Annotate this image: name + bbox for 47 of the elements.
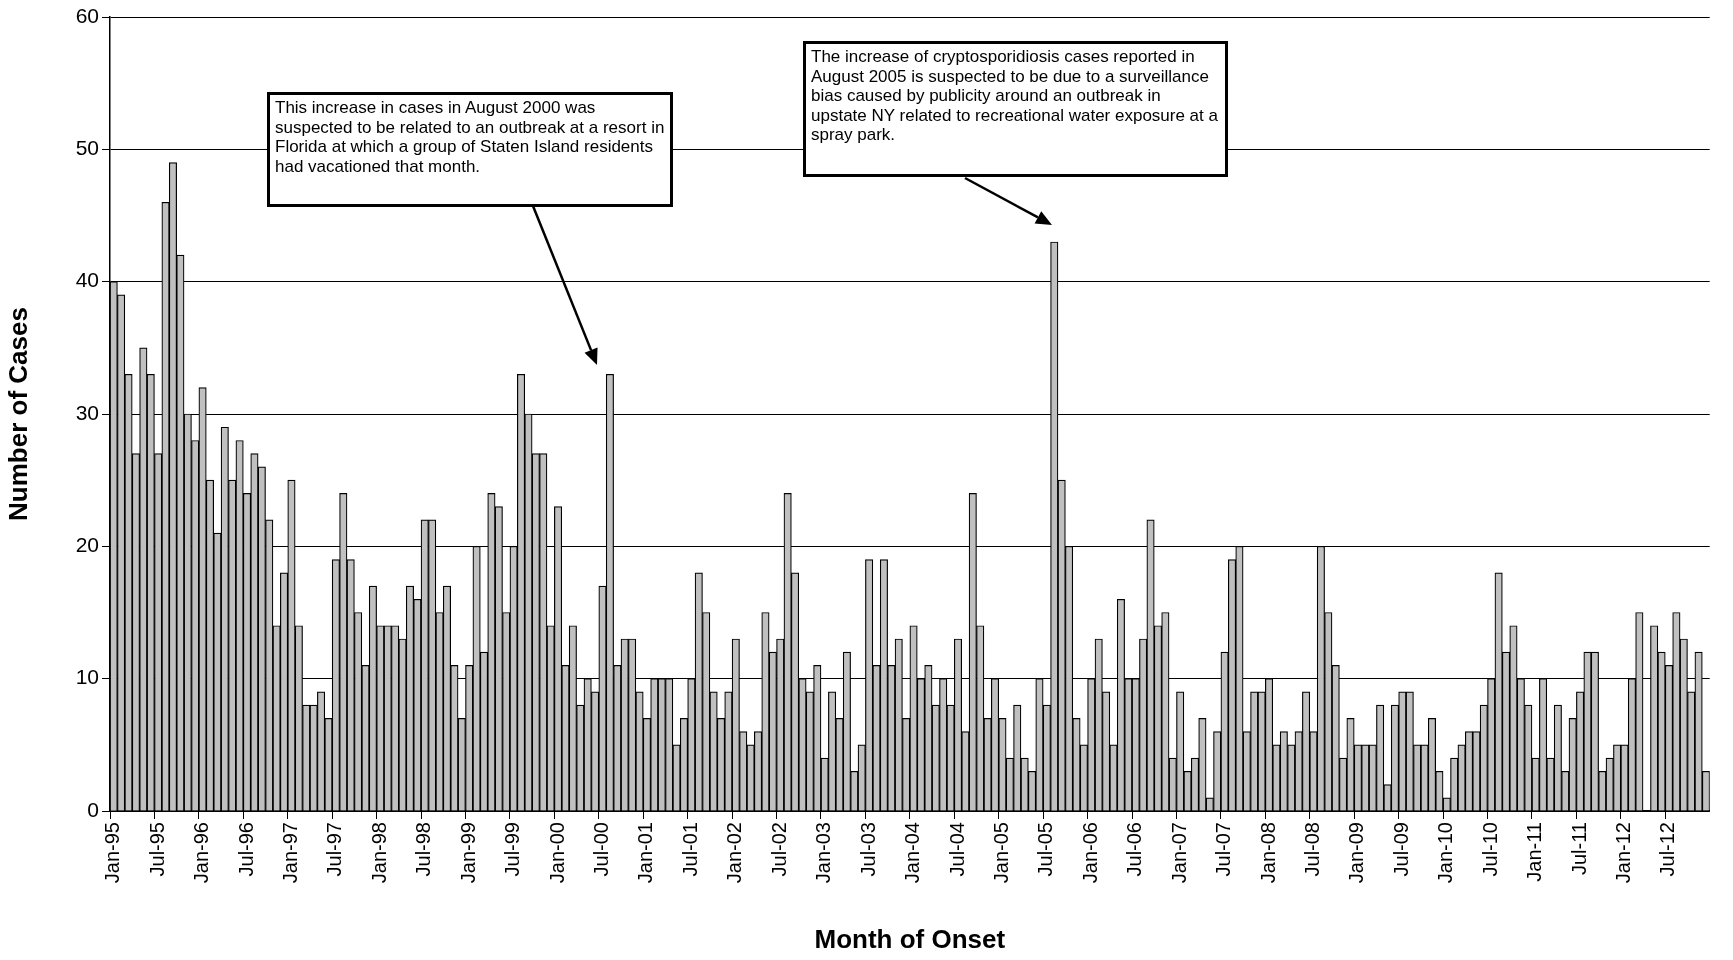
- x-tick-label: Jul-08: [1300, 822, 1323, 877]
- x-tick-label: Jul-02: [767, 822, 790, 877]
- x-tick-label: Jul-05: [1034, 822, 1057, 877]
- x-tick-label: Jul-03: [856, 822, 879, 877]
- note-box: This increase in cases in August 2000 was suspected to be related to an outbreak at a resort in Florida at which a group of Staten Island residents had vacationed that month.: [267, 92, 673, 207]
- x-tick-label: Jan-07: [1167, 822, 1190, 884]
- x-tick-label: Jul-97: [323, 822, 346, 877]
- x-tick-label: Jan-02: [723, 822, 746, 884]
- x-tick-label: Jul-96: [234, 822, 257, 877]
- x-tick-label: Jul-95: [145, 822, 168, 877]
- x-tick-label: Jul-06: [1123, 822, 1146, 877]
- x-tick-label: Jan-00: [545, 822, 568, 884]
- x-tick-label: Jan-01: [634, 822, 657, 884]
- y-tick-label: 0: [87, 797, 99, 821]
- x-tick-label: Jul-07: [1212, 822, 1235, 877]
- x-axis-title: Month of Onset: [814, 923, 1006, 954]
- x-tick-label: Jan-97: [278, 822, 301, 884]
- x-tick-label: Jan-95: [101, 822, 124, 884]
- x-tick-label: Jul-09: [1389, 822, 1412, 877]
- x-tick-label: Jul-04: [945, 822, 968, 877]
- x-tick-label: Jan-96: [190, 822, 213, 884]
- x-tick-label: Jan-03: [812, 822, 835, 884]
- x-tick-label: Jul-10: [1478, 822, 1501, 877]
- y-tick-label: 60: [75, 3, 99, 27]
- y-axis-title: Number of Cases: [2, 307, 33, 521]
- y-tick-label: 50: [75, 136, 99, 160]
- x-tick-label: Jul-00: [590, 822, 613, 877]
- x-tick-label: Jan-12: [1612, 822, 1635, 884]
- x-tick-label: Jul-98: [412, 822, 435, 877]
- x-tick-label: Jan-05: [989, 822, 1012, 884]
- x-tick-label: Jan-09: [1345, 822, 1368, 884]
- y-tick-label: 20: [75, 533, 99, 557]
- x-tick-label: Jan-10: [1434, 822, 1457, 884]
- y-tick-label: 10: [75, 665, 99, 689]
- x-tick-label: Jul-12: [1656, 822, 1679, 877]
- y-tick-label: 40: [75, 268, 99, 292]
- x-tick-label: Jan-06: [1078, 822, 1101, 884]
- y-tick-label: 30: [75, 400, 99, 424]
- x-tick-label: Jan-08: [1256, 822, 1279, 884]
- x-tick-label: Jan-11: [1523, 822, 1546, 882]
- x-tick-label: Jul-99: [501, 822, 524, 877]
- x-tick-label: Jan-99: [456, 822, 479, 884]
- x-tick-label: Jul-11: [1567, 822, 1590, 875]
- x-tick-label: Jul-01: [678, 822, 701, 877]
- note-box: The increase of cryptosporidiosis cases reported in August 2005 is suspected to be due to a surveillance bias caused by publicity around an outbreak in upstate NY related to recreational water exposure at a spray park.: [803, 41, 1228, 177]
- x-tick-label: Jan-98: [367, 822, 390, 884]
- x-tick-label: Jan-04: [901, 822, 924, 884]
